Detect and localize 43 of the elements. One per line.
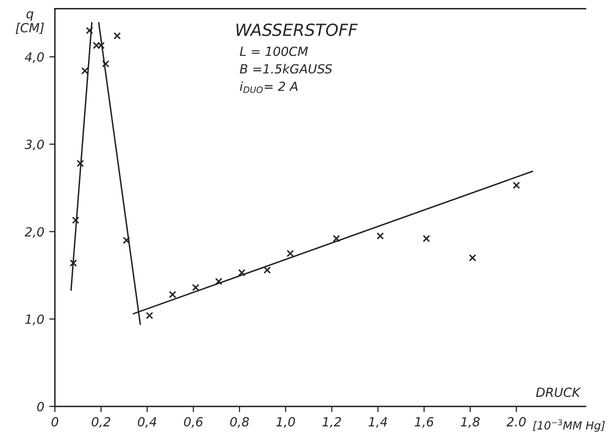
point (422, 234, 430, 242)
point (72, 216, 80, 224)
point (168, 290, 176, 298)
y-tick-label: 3,0 (24, 140, 44, 150)
x-tick-label: 0,6 (184, 417, 203, 428)
x-tick-label: 0,2 (92, 417, 110, 428)
x-tick-label: 1,0 (276, 417, 295, 428)
point (376, 232, 384, 240)
y-tick-label: 2,0 (24, 227, 44, 238)
x-tick-label: 1,6 (414, 417, 434, 428)
x-tick-label: 0,8 (230, 417, 249, 428)
point (122, 236, 130, 244)
text: [10$^{−3}$MM Hg] (532, 419, 605, 432)
point (215, 278, 222, 286)
point (238, 269, 246, 276)
y-axis-title: q [CM] (16, 11, 44, 34)
point (512, 182, 520, 189)
x-tick-label: 1,8 (460, 417, 480, 428)
y-tick-label: 4,0 (24, 52, 44, 64)
annotation: i$_{DUO}$= 2 A (240, 81, 298, 94)
point (468, 254, 476, 262)
point (70, 259, 77, 267)
point (102, 60, 110, 68)
point (146, 312, 154, 320)
x-tick-label: 0 (52, 417, 58, 426)
text: WASSERSTOFF (236, 23, 358, 36)
y-tick-label: 1,0 (25, 314, 44, 326)
annotation: B =1.5kGAUSS (240, 64, 332, 74)
x-axis-title: DRUCK (536, 388, 581, 397)
point (264, 266, 271, 274)
point (114, 32, 121, 40)
x-tick-label: 1,4 (368, 417, 387, 428)
point (86, 26, 94, 34)
annotation: L = 100CM (240, 46, 308, 56)
point (192, 284, 200, 292)
x-tick-label: 1,2 (322, 417, 341, 428)
point (286, 250, 294, 258)
point (81, 67, 89, 74)
x-tick-label: 2.0 (506, 417, 526, 426)
point (76, 160, 84, 168)
y-tick-label: 0 (37, 402, 44, 412)
point (332, 234, 340, 242)
x-tick-label: 0,4 (138, 417, 156, 428)
